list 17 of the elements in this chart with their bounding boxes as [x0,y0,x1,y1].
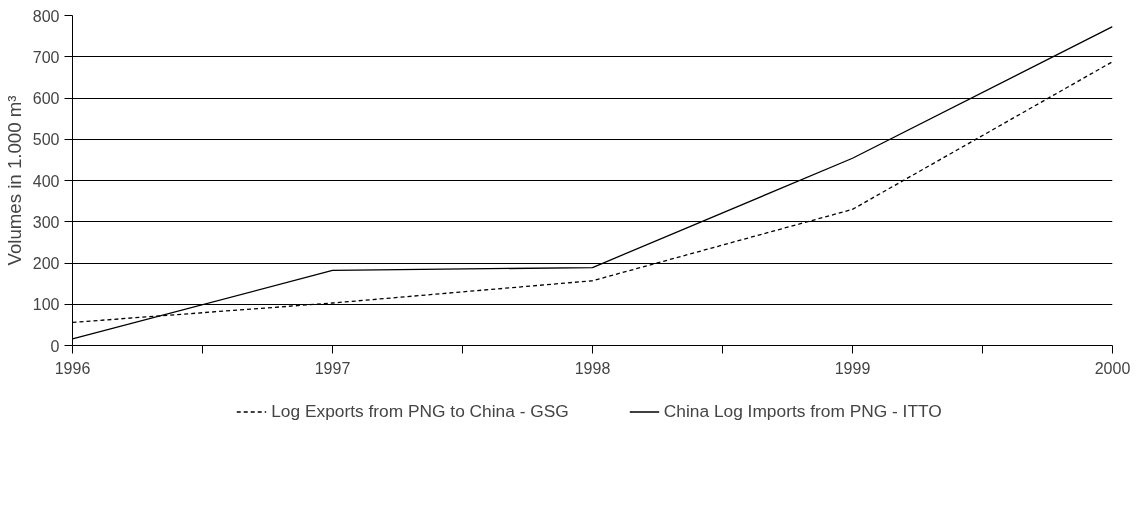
x-tick-label: 1998 [574,359,611,377]
x-tick-label: 1999 [834,359,871,377]
y-tick-label: 400 [32,172,60,190]
y-tick-label: 600 [32,90,60,107]
y-tick-label: 500 [32,131,60,149]
y-tick-label: 200 [32,255,60,272]
legend-label: China Log Imports from PNG - ITTO [663,400,942,422]
legend-label: Log Exports from PNG to China - GSG [271,400,569,422]
x-tick-label: 2000 [1094,359,1131,377]
y-tick-label: 100 [32,296,60,314]
y-tick-label: 700 [32,48,60,66]
x-tick-label: 1996 [54,359,91,377]
x-tick-label: 1997 [314,359,351,377]
y-axis-title: Volumes in 1.000 m³ [3,95,25,266]
y-tick-label: 300 [32,213,60,231]
y-tick-label: 0 [50,337,60,355]
y-tick-label: 800 [32,7,60,25]
